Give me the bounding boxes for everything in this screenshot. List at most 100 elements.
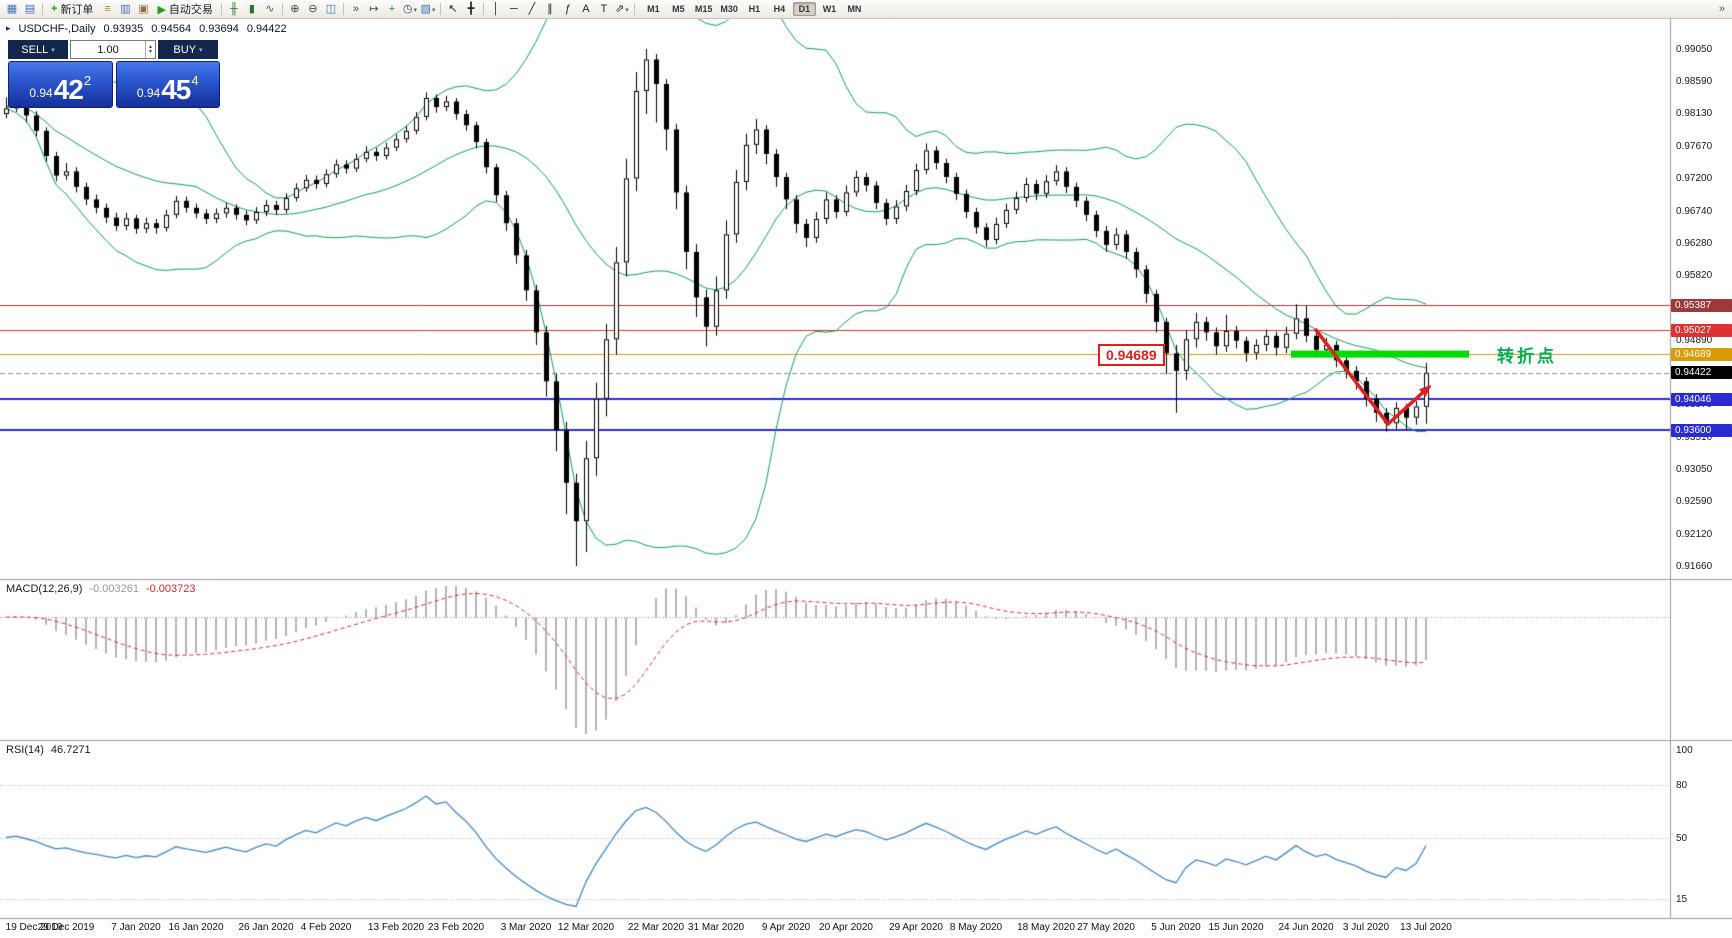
fibonacci-icon[interactable]: ƒ [559, 2, 577, 17]
tile-windows-icon[interactable]: ◫ [322, 2, 340, 17]
caret-down-icon: ▾ [625, 6, 629, 14]
crosshair-icon[interactable]: ╋ [462, 2, 480, 17]
new-chart-icon[interactable]: ▦ [3, 2, 21, 17]
profiles-icon-glyph: ▤ [24, 2, 36, 15]
sell-price-button[interactable]: 0.94 42 2 [8, 61, 113, 108]
ohlc-close: 0.94422 [246, 23, 287, 35]
bar-chart-icon-glyph: ╫ [230, 2, 238, 15]
spinner-up-icon[interactable]: ▲ [148, 43, 153, 50]
toolbar-separator [342, 3, 344, 15]
toolbar: ▦ ▤ + 新订单 ≡ ▥ ▣ ▶ 自动交易 ╫ ▮ ∿ ⊕ ⊖ ◫» ↦ + ◷▾ ▧▾ ↖ ╋ │ ─ ╱ ∥ ƒ A T ⇗▾ M1… [0, 0, 1732, 19]
buy-price-button[interactable]: 0.94 45 4 [115, 61, 220, 108]
rsi-name: RSI(14) [6, 744, 44, 756]
auto-trading-button-label: 自动交易 [168, 4, 213, 16]
horizontal-line-icon[interactable]: ─ [505, 2, 523, 17]
trendline-icon[interactable]: ╱ [523, 2, 541, 17]
new-chart-icon-glyph: ▦ [6, 2, 18, 15]
sell-order-type-button[interactable]: SELL ▾ [8, 40, 68, 59]
chevron-down-icon: ▾ [199, 46, 203, 54]
timeframe-buttons: M1 M5 M15 M30 H1 H4 D1 W1 MN [642, 2, 866, 16]
sell-label: SELL [21, 43, 49, 56]
toolbar-separator [42, 3, 43, 15]
text-icon-glyph: A [582, 2, 590, 15]
symbol-title: USDCHF-,Daily [18, 23, 96, 35]
buy-price-pips: 45 [161, 74, 191, 105]
templates-icon[interactable]: ▧▾ [419, 2, 437, 17]
data-window-icon[interactable]: ▥ [116, 2, 134, 17]
line-chart-icon[interactable]: ∿ [261, 2, 279, 17]
terminal-icon[interactable]: ▣ [134, 2, 152, 17]
cursor-icon[interactable]: ↖ [444, 2, 462, 17]
toolbar-overflow-icon[interactable]: » [1718, 3, 1725, 15]
lot-size-input[interactable]: 1.00 ▲ ▼ [70, 40, 156, 59]
buy-price-prefix: 0.94 [136, 86, 161, 100]
vertical-line-icon[interactable]: │ [487, 2, 505, 17]
bar-chart-icon[interactable]: ╫ [225, 2, 243, 17]
auto-trading-button[interactable]: ▶ 自动交易 [152, 2, 217, 17]
sell-price-prefix: 0.94 [29, 86, 53, 100]
chevron-down-icon: ▾ [51, 46, 55, 54]
zoom-out-icon[interactable]: ⊖ [304, 2, 322, 17]
macd-indicator-label: MACD(12,26,9) -0.003261 -0.003723 [6, 583, 196, 595]
price-callout-box[interactable]: 0.94689 [1098, 344, 1165, 366]
sell-price-pips: 42 [53, 74, 84, 105]
zoom-in-icon-glyph: ⊕ [290, 2, 300, 15]
auto-scroll-icon[interactable]: » [347, 2, 365, 17]
new-order-button-label: 新订单 [60, 4, 94, 16]
label-icon[interactable]: T [595, 2, 613, 17]
toolbar-separator [482, 3, 484, 15]
horizontal-line-icon-glyph: ─ [510, 2, 518, 15]
symbol-info: ▸ USDCHF-,Daily 0.93935 0.94564 0.93694 … [6, 23, 287, 35]
turning-point-label[interactable]: 转折点 [1497, 347, 1557, 366]
timeframe-mn-button[interactable]: MN [847, 4, 862, 14]
periods-icon[interactable]: ◷▾ [401, 2, 419, 17]
chart-shift-icon[interactable]: ↦ [365, 2, 383, 17]
lot-value: 1.00 [97, 43, 119, 56]
vertical-line-icon-glyph: │ [492, 2, 500, 15]
timeframe-m5-button[interactable]: M5 [672, 4, 685, 14]
candlestick-chart-icon[interactable]: ▮ [243, 2, 261, 17]
channel-icon[interactable]: ∥ [541, 2, 559, 17]
lot-spinner[interactable]: ▲ ▼ [145, 41, 155, 58]
terminal-icon-glyph: ▣ [138, 2, 149, 15]
buy-price-point: 4 [191, 73, 199, 88]
timeframe-h4-button[interactable]: H4 [773, 4, 786, 14]
rsi-value: 46.7271 [50, 744, 91, 756]
macd-name: MACD(12,26,9) [6, 583, 83, 595]
buy-order-type-button[interactable]: BUY ▾ [158, 40, 218, 59]
macd-signal-value: -0.003723 [145, 583, 196, 595]
zoom-out-icon-glyph: ⊖ [308, 2, 318, 15]
new-order-button[interactable]: + 新订单 [46, 2, 98, 17]
market-watch-icon[interactable]: ≡ [98, 2, 116, 17]
market-watch-icon-glyph: ≡ [104, 2, 111, 15]
profiles-icon[interactable]: ▤ [21, 2, 39, 17]
timeframe-h1-button[interactable]: H1 [748, 4, 761, 14]
ohlc-open: 0.93935 [103, 23, 144, 35]
indicators-icon-glyph: + [388, 2, 396, 15]
auto-trading-icon: ▶ [157, 3, 166, 16]
arrows-icon-glyph: ⇗ [615, 2, 625, 15]
one-click-trading-panel: SELL ▾ 1.00 ▲ ▼ BUY ▾ 0.94 42 2 0.94 45 4 [8, 40, 220, 108]
chart-shift-icon-glyph: ↦ [369, 2, 379, 15]
text-icon[interactable]: A [577, 2, 595, 17]
crosshair-icon-glyph: ╋ [467, 2, 475, 15]
templates-icon-glyph: ▧ [420, 2, 431, 15]
timeframe-d1-button[interactable]: D1 [792, 2, 816, 16]
arrows-icon[interactable]: ⇗▾ [613, 2, 631, 17]
macd-value: -0.003261 [89, 583, 139, 595]
spinner-down-icon[interactable]: ▼ [148, 48, 153, 55]
zoom-in-icon[interactable]: ⊕ [286, 2, 304, 17]
timeframe-m30-button[interactable]: M30 [720, 4, 738, 14]
timeframe-m15-button[interactable]: M15 [694, 4, 713, 14]
indicators-icon[interactable]: + [383, 2, 401, 17]
caret-down-icon: ▾ [431, 6, 436, 14]
toolbar-separator [633, 3, 635, 15]
line-chart-icon-glyph: ∿ [265, 2, 275, 15]
caret-down-icon: ▾ [413, 6, 417, 14]
timeframe-w1-button[interactable]: W1 [822, 4, 837, 14]
periods-icon-glyph: ◷ [402, 2, 413, 15]
timeframe-m1-button[interactable]: M1 [647, 4, 660, 14]
trendline-icon-glyph: ╱ [528, 2, 536, 15]
